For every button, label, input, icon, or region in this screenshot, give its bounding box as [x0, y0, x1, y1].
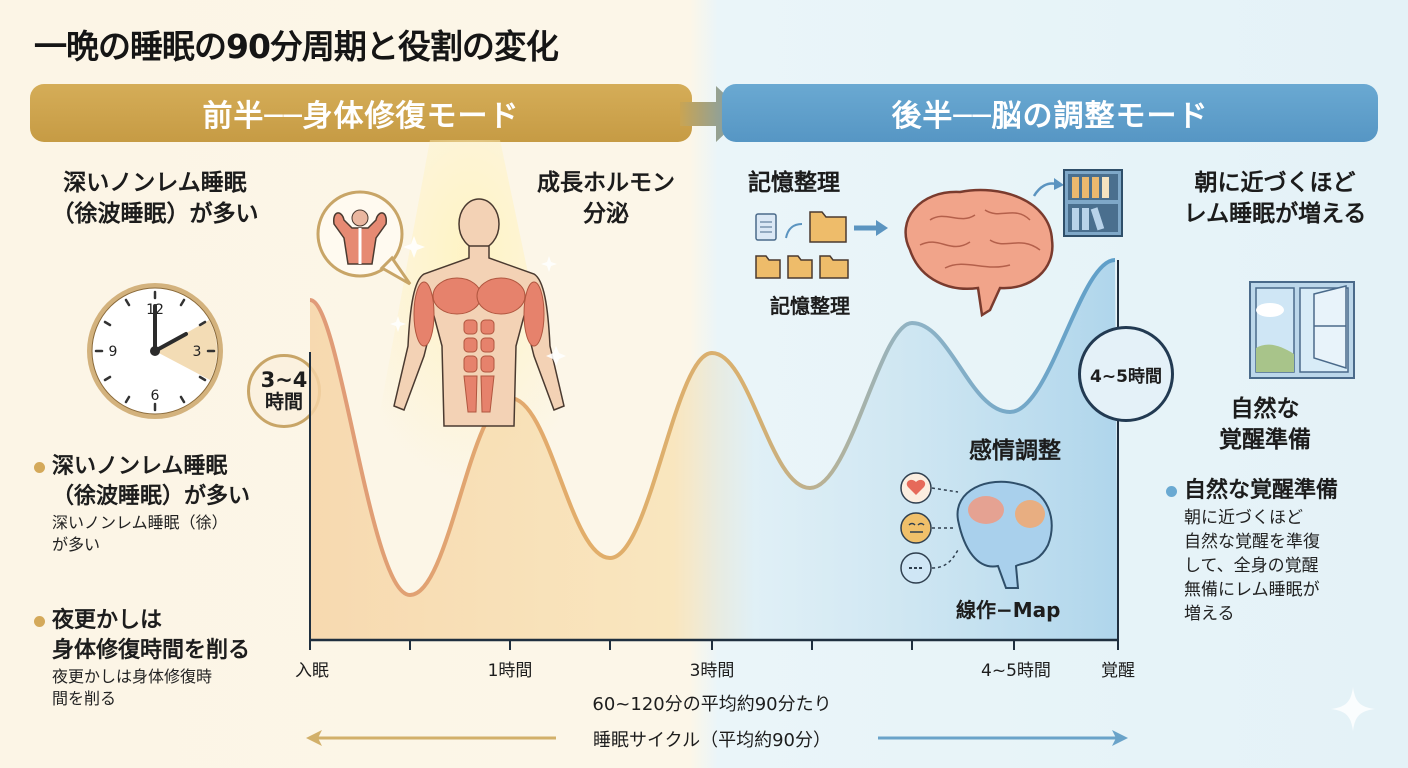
page-title: 一晩の睡眠の90分周期と役割の変化 — [34, 27, 559, 66]
svg-text:9: 9 — [109, 344, 118, 360]
bullet-dot — [1166, 486, 1177, 497]
bullet-dot — [34, 462, 45, 473]
cycle-label: 睡眠サイクル（平均約90分） — [592, 730, 832, 751]
double-arrow-icon — [306, 730, 1128, 746]
tick-label-3h: 3時間 — [689, 661, 735, 681]
tick-label-sleep-onset: 入眠 — [295, 661, 329, 681]
bookshelf-icon — [1032, 169, 1123, 237]
growth-hormone-label: 成長ホルモン 分泌 — [537, 170, 675, 227]
time-badge-4-5h: 4~5時間 — [1078, 326, 1174, 422]
tick-label-wake: 覚醒 — [1101, 661, 1135, 681]
emotion-sub-label: 線作−Map — [956, 598, 1061, 622]
sleep-wave-line — [309, 258, 1116, 598]
tick-label-4-5h: 4~5時間 — [981, 661, 1051, 681]
memory-sub-label: 記憶整理 — [770, 294, 850, 318]
svg-text:3: 3 — [193, 344, 202, 360]
tick-label-1h: 1時間 — [487, 661, 533, 681]
brain-icon — [904, 188, 1054, 318]
memory-heading: 記憶整理 — [748, 170, 840, 196]
open-window-icon — [1249, 281, 1355, 379]
left-bullet-2: 夜更かしは 身体修復時間を削る 夜更かしは身体修復時 間を削る — [34, 606, 292, 710]
human-muscle-figure-icon — [390, 198, 566, 427]
left-bullet-1: 深いノンレム睡眠 （徐波睡眠）が多い 深いノンレム睡眠（徐） が多い — [34, 452, 292, 556]
sparkle-icon — [1331, 687, 1375, 731]
emotion-heading: 感情調整 — [969, 438, 1061, 464]
emotion-brain-icon — [900, 472, 1053, 589]
wake-preparation-label: 自然な 覚醒準備 — [1219, 396, 1311, 453]
muscle-back-bubble-icon — [316, 190, 412, 286]
time-badge-3-4h: 3~4 時間 — [247, 354, 321, 428]
second-half-banner: 後半──脳の調整モード — [722, 84, 1378, 142]
cycle-note: 60~120分の平均約90分たり — [592, 694, 832, 715]
svg-text:6: 6 — [151, 388, 160, 404]
right-heading: 朝に近づくほど レム睡眠が増える — [1183, 170, 1367, 227]
left-heading: 深いノンレム睡眠 （徐波睡眠）が多い — [51, 170, 259, 227]
bullet-dot — [34, 616, 45, 627]
clock-icon: 12 3 6 9 — [87, 283, 223, 419]
first-half-banner: 前半──身体修復モード — [30, 84, 692, 142]
right-bullet: 自然な覚醒準備 朝に近づくほど 自然な覚醒を準復 して、全身の覚醒 無備にレム睡… — [1166, 476, 1394, 626]
memory-files-icon — [755, 211, 888, 279]
